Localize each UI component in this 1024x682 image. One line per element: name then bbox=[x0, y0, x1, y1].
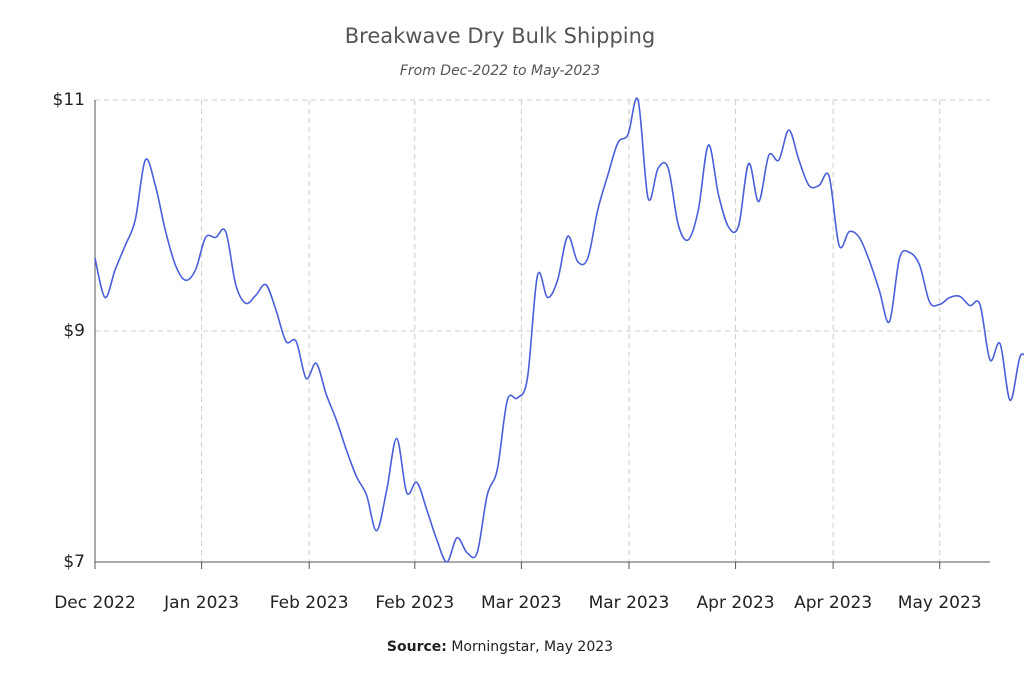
y-tick-label: $7 bbox=[63, 552, 85, 572]
x-tick-label: Jan 2023 bbox=[163, 593, 239, 613]
y-tick-label: $9 bbox=[63, 321, 85, 341]
x-tick-label: May 2023 bbox=[898, 593, 982, 613]
x-tick-label: Mar 2023 bbox=[481, 593, 562, 613]
source: Source: Morningstar, May 2023 bbox=[387, 639, 613, 655]
x-tick-label: Apr 2023 bbox=[697, 593, 775, 613]
chart-subtitle: From Dec-2022 to May-2023 bbox=[400, 63, 600, 79]
x-tick-label: Dec 2022 bbox=[54, 593, 136, 613]
y-tick-label: $11 bbox=[53, 90, 85, 110]
x-tick-label: Feb 2023 bbox=[270, 593, 349, 613]
x-tick-label: Feb 2023 bbox=[375, 593, 454, 613]
x-tick-label: Apr 2023 bbox=[794, 593, 872, 613]
source-text: Morningstar, May 2023 bbox=[451, 639, 613, 655]
line bbox=[94, 97, 1024, 563]
chart-title: Breakwave Dry Bulk Shipping bbox=[345, 24, 656, 48]
source-label: Source: bbox=[387, 639, 447, 655]
x-tick-label: Mar 2023 bbox=[589, 593, 670, 613]
